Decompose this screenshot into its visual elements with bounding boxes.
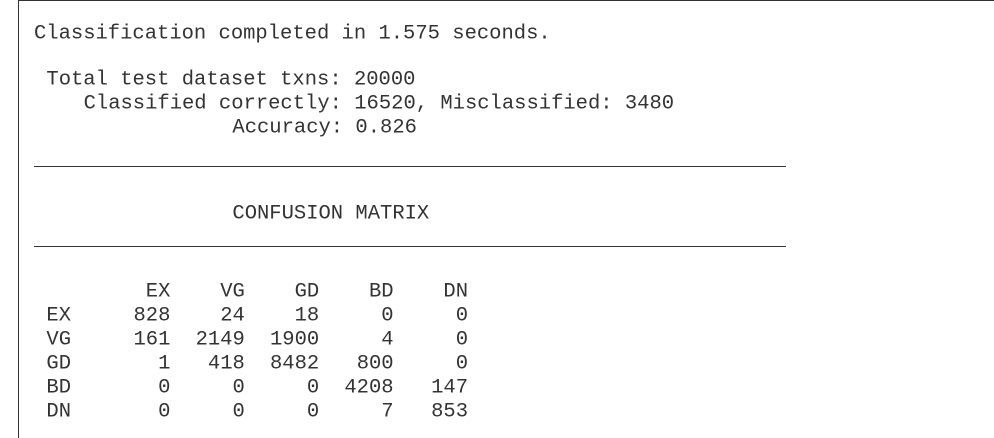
cell-value: 0 <box>381 304 393 327</box>
cell-value: 418 <box>208 352 245 375</box>
cell-value: 0 <box>456 328 468 351</box>
cell-value: 8482 <box>270 352 319 375</box>
cell-value: 24 <box>220 304 245 327</box>
cell-value: 4 <box>381 328 393 351</box>
column-header: EX <box>146 280 171 303</box>
column-header: VG <box>220 280 245 303</box>
row-label: EX <box>46 304 71 327</box>
summary-line: Classified correctly: 16520, Misclassifi… <box>84 92 675 115</box>
cell-value: 7 <box>381 400 393 423</box>
cell-value: 0 <box>456 352 468 375</box>
row-label: BD <box>46 376 71 399</box>
matrix-title: CONFUSION MATRIX <box>232 202 429 225</box>
cell-value: 853 <box>431 400 468 423</box>
cell-value: 161 <box>133 328 170 351</box>
cell-value: 0 <box>307 376 319 399</box>
row-label: VG <box>46 328 71 351</box>
column-header: BD <box>369 280 394 303</box>
summary-line: Total test dataset txns: 20000 <box>46 68 415 91</box>
row-label: DN <box>46 400 71 423</box>
column-header: DN <box>443 280 468 303</box>
cell-value: 2149 <box>196 328 245 351</box>
cell-value: 828 <box>133 304 170 327</box>
cell-value: 0 <box>307 400 319 423</box>
cell-value: 1 <box>158 352 170 375</box>
cell-value: 0 <box>158 376 170 399</box>
row-label: GD <box>46 352 71 375</box>
cell-value: 18 <box>295 304 320 327</box>
cell-value: 800 <box>357 352 394 375</box>
column-header: GD <box>295 280 320 303</box>
cell-value: 0 <box>232 400 244 423</box>
cell-value: 1900 <box>270 328 319 351</box>
summary-line: Accuracy: 0.826 <box>232 116 417 139</box>
cell-value: 4208 <box>344 376 393 399</box>
cell-value: 0 <box>456 304 468 327</box>
cell-value: 0 <box>158 400 170 423</box>
cell-value: 147 <box>431 376 468 399</box>
status-line: Classification completed in 1.575 second… <box>34 22 551 45</box>
cell-value: 0 <box>232 376 244 399</box>
